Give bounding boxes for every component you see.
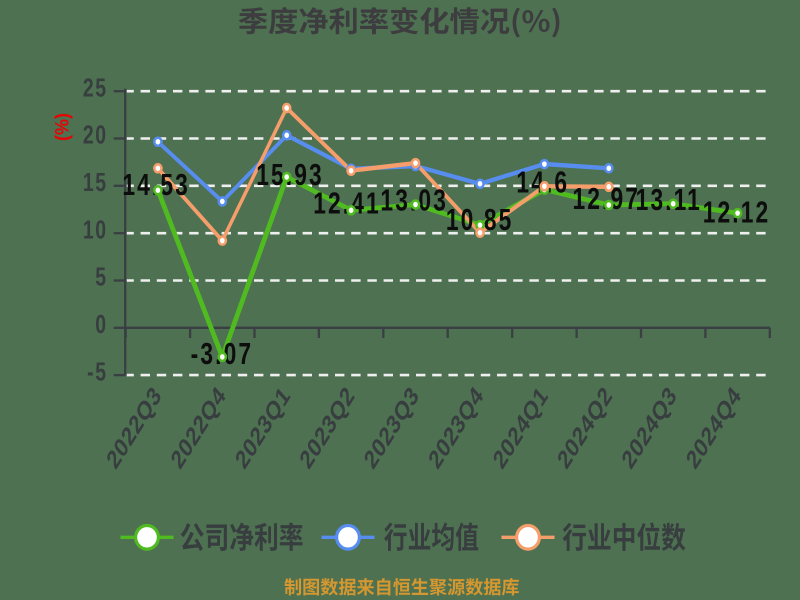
svg-text:-5: -5 — [87, 357, 108, 386]
svg-text:0: 0 — [95, 309, 107, 338]
svg-text:14.53: 14.53 — [122, 168, 190, 202]
svg-text:10: 10 — [83, 215, 108, 244]
svg-text:5: 5 — [95, 262, 107, 291]
svg-text:20: 20 — [83, 120, 108, 149]
svg-text:(%): (%) — [51, 113, 73, 141]
svg-text:15: 15 — [83, 167, 108, 196]
svg-text:12.41: 12.41 — [313, 186, 381, 220]
svg-text:13.11: 13.11 — [636, 183, 702, 217]
svg-text:25: 25 — [83, 73, 108, 102]
